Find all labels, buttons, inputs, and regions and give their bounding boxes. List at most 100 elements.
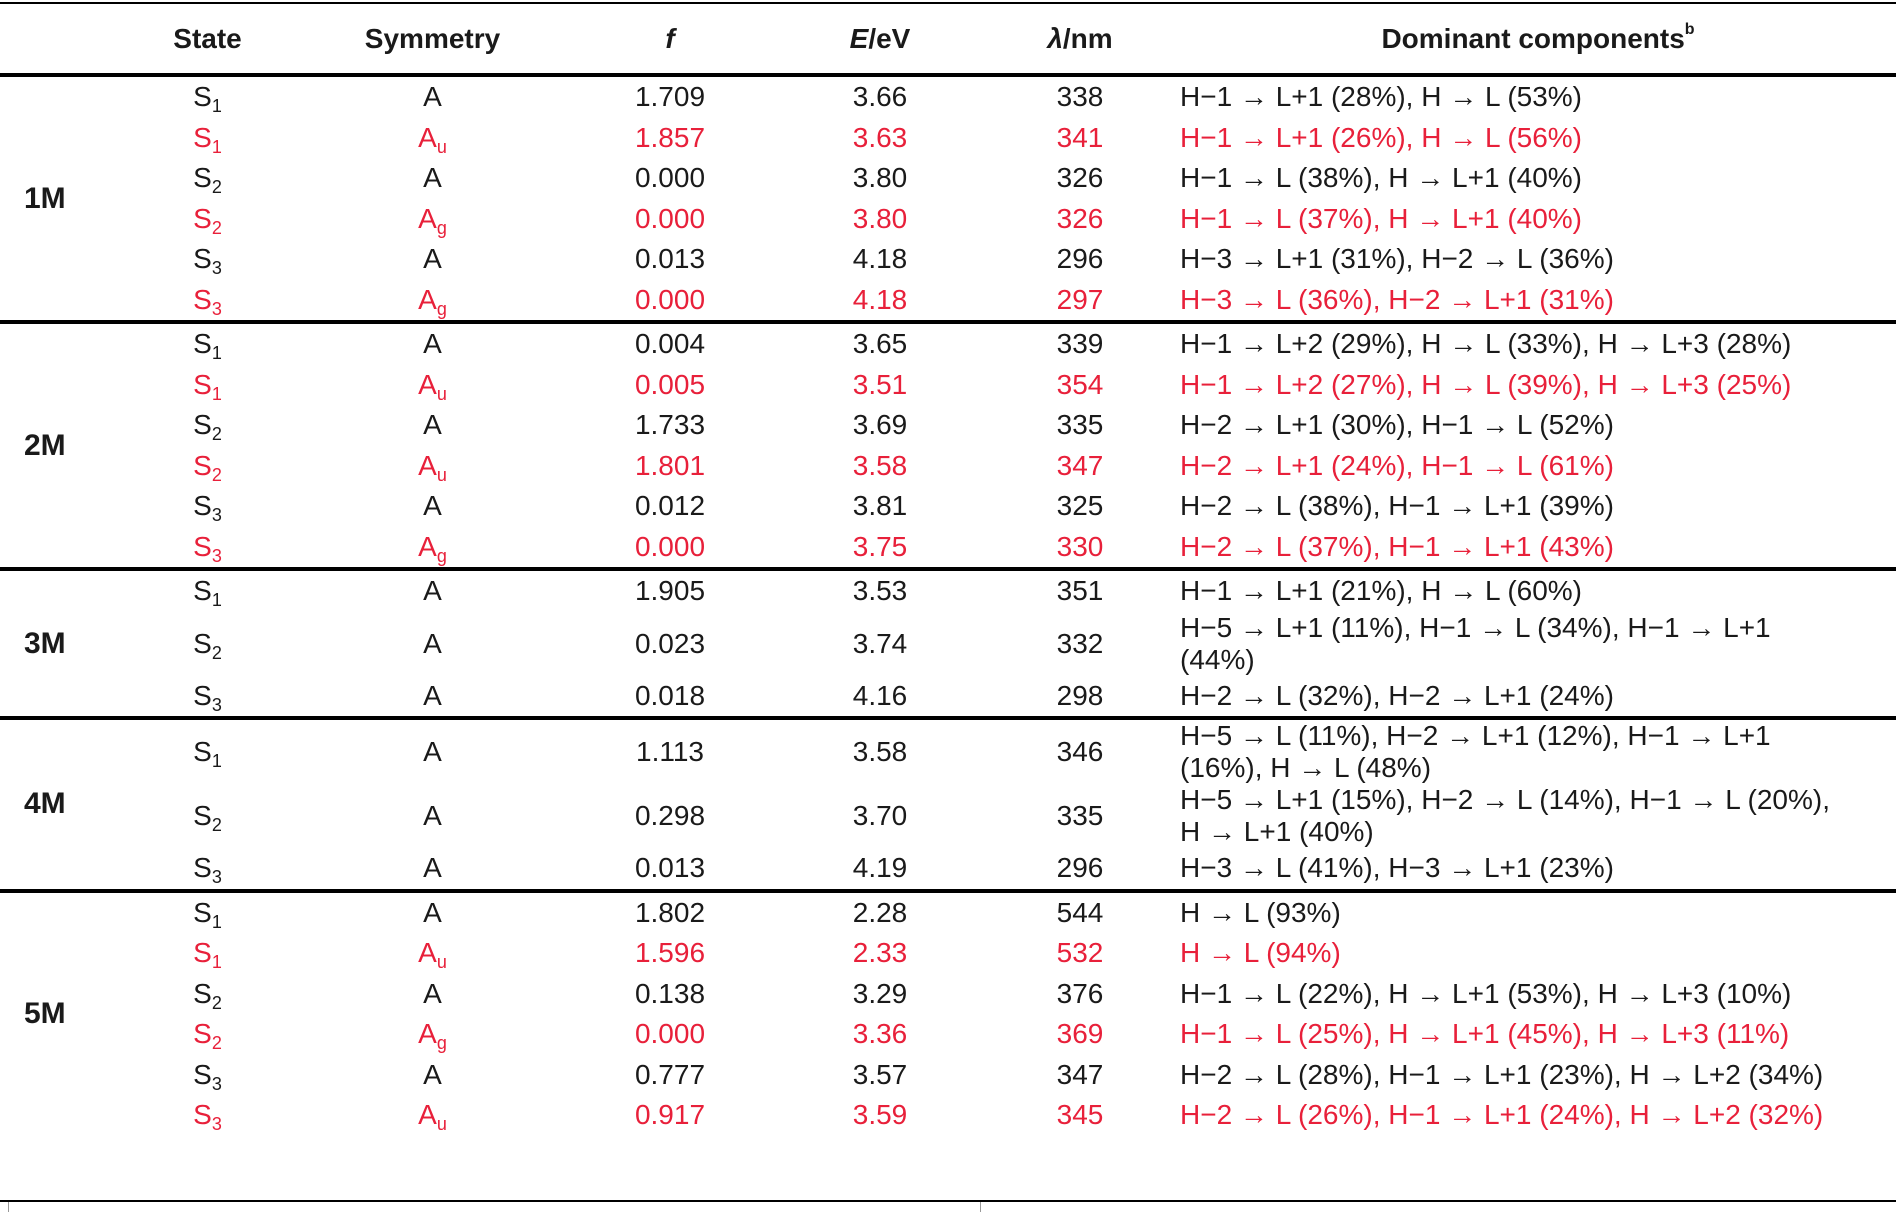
components-line: H−1 → L+2 (27%), H → L (39%), H → L+3 (2…: [1180, 368, 1792, 400]
energy-cell: 3.65: [780, 320, 980, 365]
symmetry-label: A: [418, 449, 437, 481]
components-cell: H−1 → L (37%), H → L+1 (40%): [1180, 199, 1896, 240]
oscillator-strength-cell: 1.113: [560, 716, 780, 784]
state-cell: S1: [110, 567, 305, 612]
state-cell: S2: [110, 612, 305, 676]
state-index: 1: [211, 96, 222, 117]
state-cell: S1: [110, 73, 305, 118]
state-index: 1: [211, 343, 222, 364]
state-index: 1: [211, 383, 222, 404]
wavelength-cell: 335: [1056, 409, 1104, 441]
table-row: 5M S1 A 1.802 2.28 544 H → L (93%): [0, 888, 1896, 1136]
state-cell: S2: [110, 1014, 305, 1055]
symmetry-subscript: g: [436, 217, 447, 238]
header-f-symbol: f: [665, 22, 675, 54]
symmetry-subscript: u: [436, 464, 447, 485]
header-components-footnote: b: [1684, 20, 1695, 38]
wavelength-cell: 296: [1056, 243, 1104, 275]
header-lambda-var: λ: [1047, 22, 1063, 54]
components-line: H−2 → L+1 (30%), H−1 → L (52%): [1180, 409, 1614, 441]
table-row: 2M S1 A 0.004 3.65 339 H−1 → L+2 (29%), H → L …: [0, 320, 1896, 569]
symmetry-subscript: u: [436, 1114, 447, 1135]
oscillator-strength-cell: 0.000: [634, 162, 706, 194]
wavelength-cell: 338: [980, 73, 1180, 118]
table-row: S3 A 0.012 3.81 325 H−2 → L (38%), H−1 → L+1 …: [0, 486, 1896, 527]
energy-cell: 3.66: [780, 73, 980, 118]
state-cell: S3: [110, 1095, 305, 1136]
wavelength-cell: 326: [1056, 162, 1104, 194]
oscillator-strength-cell: 1.857: [634, 121, 706, 153]
symmetry-label: A: [418, 1018, 437, 1050]
state-symbol: S: [193, 896, 212, 928]
header-components-label: Dominant components: [1381, 22, 1685, 54]
state-cell: S1: [110, 888, 305, 933]
components-line: H−2 → L (26%), H−1 → L+1 (24%), H → L+2 …: [1180, 1099, 1824, 1131]
symmetry-label: A: [418, 202, 437, 234]
oscillator-strength-cell: 0.013: [634, 243, 706, 275]
header-symmetry: Symmetry: [305, 3, 560, 77]
components-cell: H−2 → L+1 (24%), H−1 → L (61%): [1180, 446, 1896, 487]
components-line: H−5 → L+1 (15%), H−2 → L (14%), H−1 → L …: [1180, 784, 1830, 815]
symmetry-cell: A: [305, 716, 560, 784]
symmetry-cell: A: [305, 784, 560, 848]
header-oscillator-strength: f: [560, 3, 780, 77]
components-cell: H → L (93%): [1180, 888, 1896, 933]
wavelength-cell: 326: [1056, 202, 1104, 234]
symmetry-cell: A: [305, 405, 560, 446]
symmetry-cell: A: [305, 974, 560, 1015]
components-line: H−3 → L (36%), H−2 → L+1 (31%): [1180, 283, 1614, 315]
state-index: 1: [211, 952, 222, 973]
oscillator-strength-cell: 1.802: [560, 888, 780, 933]
header-molecule: [0, 3, 110, 77]
components-cell: H−5 → L+1 (11%), H−1 → L (34%), H−1 → L+…: [1180, 612, 1896, 676]
components-line: H−1 → L+2 (29%), H → L (33%), H → L+3 (2…: [1180, 328, 1792, 360]
excited-states-table: State Symmetry f E/eV λ/nm Dominant comp…: [0, 2, 1896, 1136]
state-index: 1: [211, 911, 222, 932]
table-row: S3 A 0.013 4.18 296 H−3 → L+1 (31%), H−2 → L …: [0, 239, 1896, 280]
components-line: H−2 → L (32%), H−2 → L+1 (24%): [1180, 679, 1614, 711]
oscillator-strength-cell: 0.000: [634, 202, 706, 234]
oscillator-strength-cell: 1.733: [634, 409, 706, 441]
symmetry-label: A: [423, 736, 442, 767]
table-row: S2 Au 1.801 3.58 347 H−2 → L+1 (24%), H−1 → L…: [0, 446, 1896, 487]
components-line: (16%), H → L (48%): [1180, 752, 1432, 783]
symmetry-label: A: [423, 162, 442, 194]
state-symbol: S: [193, 575, 212, 607]
state-symbol: S: [193, 736, 212, 767]
state-symbol: S: [193, 121, 212, 153]
oscillator-strength-cell: 1.709: [560, 73, 780, 118]
components-cell: H−3 → L (36%), H−2 → L+1 (31%): [1180, 280, 1896, 323]
components-cell: H → L (94%): [1180, 933, 1896, 974]
energy-cell: 3.53: [780, 567, 980, 612]
components-cell: H−2 → L (37%), H−1 → L+1 (43%): [1180, 527, 1896, 570]
state-index: 3: [211, 1073, 222, 1094]
oscillator-strength-cell: 0.012: [634, 490, 706, 522]
state-symbol: S: [193, 800, 212, 831]
table-row: S3 A 0.777 3.57 347 H−2 → L (28%), H−1 → L+1 …: [0, 1055, 1896, 1096]
components-cell: H−1 → L+1 (21%), H → L (60%): [1180, 567, 1896, 612]
energy-cell: 3.59: [852, 1099, 908, 1131]
table-row: 3M S1 A 1.905 3.53 351 H−1 → L+1 (21%), H → L …: [0, 567, 1896, 718]
symmetry-cell: Au: [305, 1095, 560, 1136]
table-row: S2 A 0.000 3.80 326 H−1 → L (38%), H → L+1 (4…: [0, 158, 1896, 199]
symmetry-label: A: [423, 328, 442, 360]
symmetry-cell: A: [305, 73, 560, 118]
energy-cell: 4.19: [852, 852, 908, 884]
symmetry-label: A: [423, 679, 442, 711]
symmetry-label: A: [423, 977, 442, 1009]
state-index: 3: [211, 258, 222, 279]
state-cell: S2: [110, 158, 305, 199]
molecule-label: 1M: [0, 73, 110, 322]
components-cell: H−1 → L+2 (29%), H → L (33%), H → L+3 (2…: [1180, 320, 1896, 365]
oscillator-strength-cell: 1.801: [634, 449, 706, 481]
oscillator-strength-cell: 0.138: [634, 977, 706, 1009]
state-index: 2: [211, 177, 222, 198]
components-cell: H−2 → L+1 (30%), H−1 → L (52%): [1180, 405, 1896, 446]
state-symbol: S: [193, 81, 212, 113]
symmetry-label: A: [423, 243, 442, 275]
oscillator-strength-cell: 0.000: [634, 283, 706, 315]
molecule-label: 5M: [0, 888, 110, 1136]
components-line: H−5 → L+1 (11%), H−1 → L (34%), H−1 → L+…: [1180, 611, 1771, 643]
symmetry-cell: Au: [305, 446, 560, 487]
energy-cell: 2.28: [780, 888, 980, 933]
